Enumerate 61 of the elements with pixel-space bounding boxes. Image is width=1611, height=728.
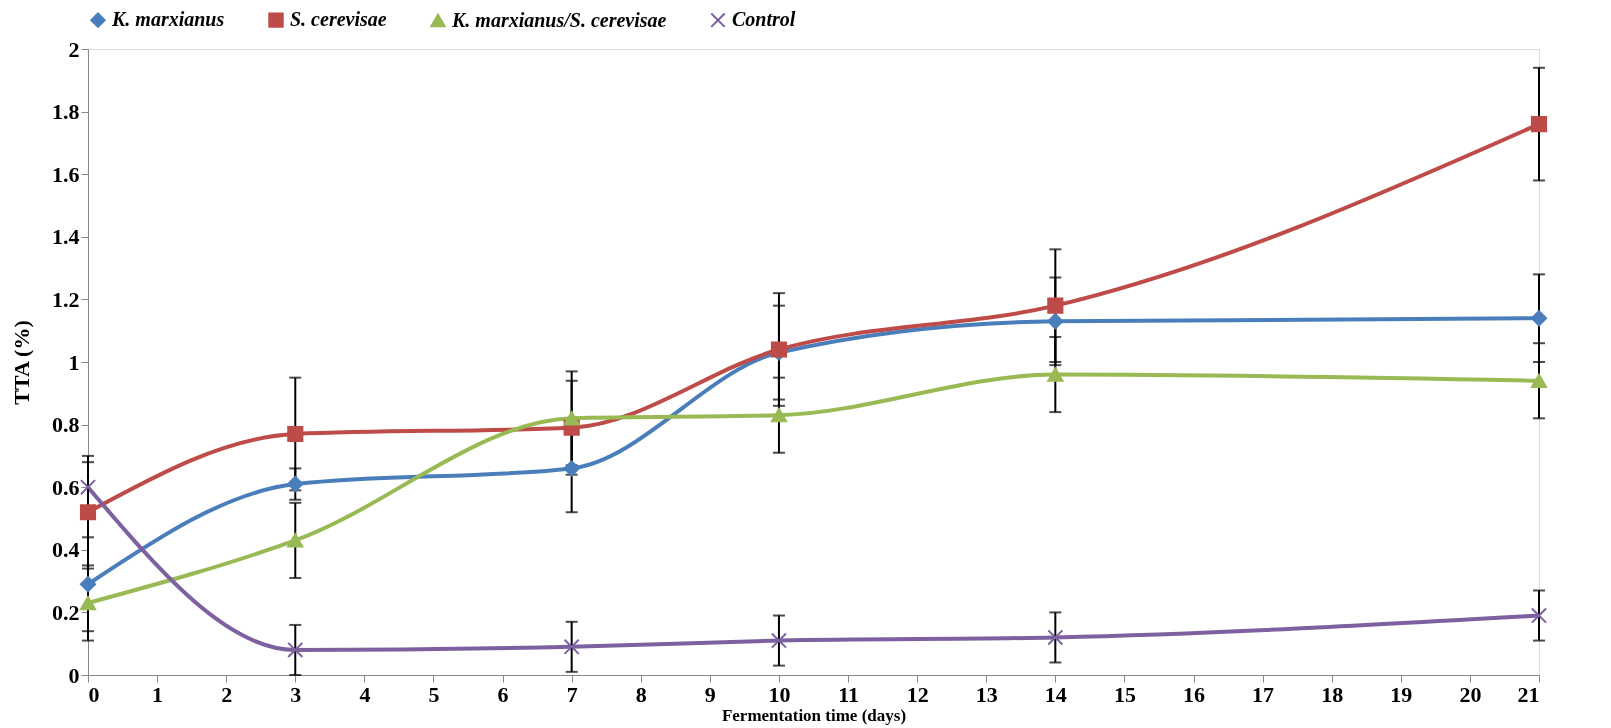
- x-tick-label: 10: [768, 681, 791, 707]
- point: [79, 504, 97, 521]
- legend-label: K. marxianus/S. cerevisae: [451, 8, 667, 31]
- legend-label: S. cerevisae: [290, 8, 387, 31]
- y-tick-label: 1.4: [52, 224, 80, 250]
- y-tick-label: 1.6: [52, 161, 80, 187]
- point: [770, 632, 788, 649]
- y-tick-label: 0.6: [52, 474, 80, 500]
- point: [1530, 607, 1548, 624]
- point: [1047, 297, 1064, 314]
- x-tick-label: 17: [1252, 681, 1275, 707]
- y-tick-label: 2: [68, 36, 80, 62]
- x-tick-label: 7: [566, 681, 578, 707]
- y-tick-label: 1.8: [52, 99, 80, 125]
- point: [1047, 367, 1064, 382]
- x-tick-label: 0: [88, 681, 100, 707]
- y-tick-label: 1.2: [52, 286, 80, 312]
- x-tick-label: 20: [1459, 681, 1482, 707]
- point: [287, 641, 304, 659]
- point: [1047, 313, 1064, 330]
- point: [1530, 310, 1548, 327]
- point: [1530, 116, 1548, 133]
- y-tick-label: 0.2: [52, 599, 80, 625]
- x-tick-label: 9: [704, 681, 716, 707]
- point: [563, 460, 580, 477]
- x-tick-label: 6: [497, 681, 509, 707]
- x-tick-label: 2: [221, 681, 233, 707]
- x-tick-label: 14: [1044, 681, 1067, 707]
- point: [79, 576, 97, 593]
- y-tick-label: 0.4: [52, 537, 80, 563]
- x-tick-label: 16: [1183, 681, 1206, 707]
- x-tick-label: 3: [290, 681, 302, 707]
- x-tick-label: 4: [359, 681, 371, 707]
- point: [79, 595, 97, 611]
- point: [563, 411, 580, 426]
- y-tick-label: 0.8: [52, 412, 80, 438]
- y-tick-label: 1: [68, 349, 80, 375]
- x-tick-label: 12: [906, 681, 929, 707]
- point: [1047, 629, 1064, 646]
- x-tick-label: 11: [838, 681, 859, 707]
- x-tick-label: 13: [975, 681, 998, 707]
- y-tick-label: 0: [68, 662, 80, 688]
- legend-label: K. marxianus: [111, 8, 225, 31]
- point: [287, 533, 304, 548]
- point: [770, 408, 788, 423]
- x-axis-title: Fermentation time (days): [721, 705, 907, 725]
- y-axis-title: TTA (%): [9, 320, 34, 405]
- point: [79, 479, 97, 496]
- point: [1530, 373, 1548, 388]
- point: [287, 425, 304, 443]
- point: [563, 638, 580, 655]
- x-tick-label: 15: [1113, 681, 1136, 707]
- x-tick-label: 18: [1321, 681, 1344, 707]
- x-tick-label: 21: [1517, 681, 1540, 707]
- x-tick-label: 5: [428, 681, 440, 707]
- point: [770, 341, 788, 358]
- legend-label: Control: [732, 8, 796, 31]
- x-tick-label: 19: [1390, 681, 1413, 707]
- x-tick-label: 1: [152, 681, 164, 707]
- point: [287, 476, 304, 493]
- x-tick-label: 8: [635, 681, 647, 707]
